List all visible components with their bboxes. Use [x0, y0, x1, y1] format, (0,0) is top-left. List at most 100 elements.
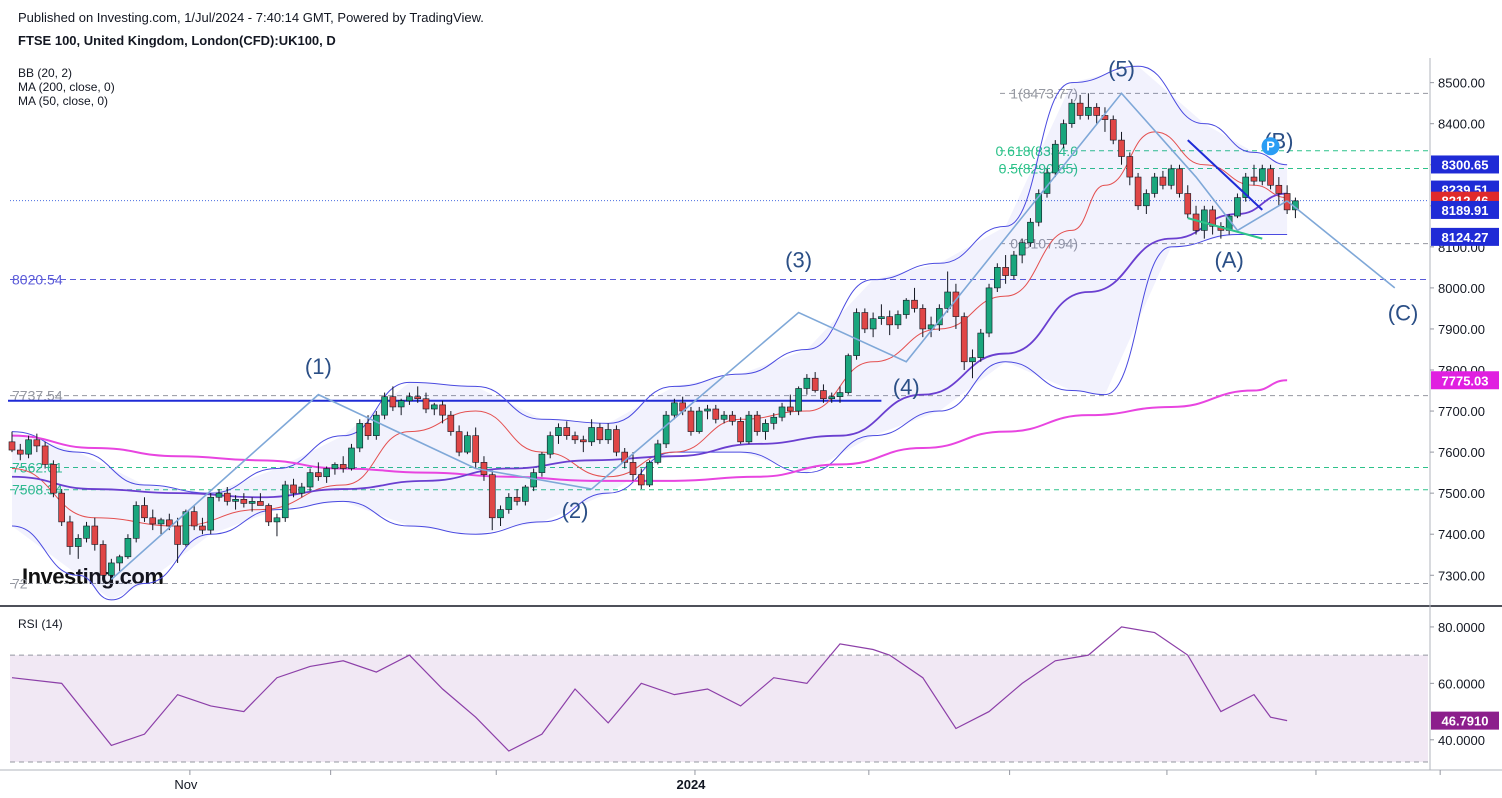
candle-body-73 — [613, 429, 620, 453]
candle-body-149 — [1242, 176, 1250, 198]
candle-body-32 — [273, 517, 281, 523]
candle-body-91 — [762, 423, 769, 432]
candle-body-143 — [1192, 213, 1200, 231]
candle-body-4 — [41, 445, 49, 465]
price-tick-label-7: 8000.00 — [1438, 281, 1485, 296]
candle-body-10 — [91, 525, 99, 545]
candle-body-31 — [265, 505, 272, 523]
candle-body-18 — [157, 519, 165, 525]
rsi-line — [11, 626, 1288, 752]
candle-body-114 — [952, 291, 960, 317]
candle-body-99 — [828, 396, 836, 400]
candle-body-113 — [944, 291, 951, 309]
candle-body-16 — [141, 505, 148, 519]
candle-body-102 — [853, 312, 860, 356]
candle-body-88 — [737, 421, 744, 443]
candle-body-53 — [447, 414, 455, 432]
candle-body-87 — [729, 414, 736, 422]
candle-body-44 — [373, 414, 380, 436]
candle-body-93 — [778, 406, 786, 418]
candle-body-136 — [1134, 176, 1142, 207]
wave-label-3: (4) — [893, 375, 920, 400]
candle-body-152 — [1267, 168, 1274, 186]
candle-body-1 — [16, 449, 24, 455]
symbol-line: FTSE 100, United Kingdom, London(CFD):UK… — [18, 33, 336, 48]
candle-body-128 — [1068, 102, 1076, 124]
p-marker — [1261, 137, 1280, 156]
wave-path — [110, 92, 1288, 580]
candle-body-121 — [1010, 254, 1018, 276]
candle-body-8 — [74, 538, 82, 547]
candle-body-133 — [1109, 119, 1117, 141]
candle-body-9 — [83, 525, 90, 539]
candle-body-148 — [1234, 197, 1241, 217]
ma200-line — [11, 379, 1288, 482]
price-tick-label-6: 7900.00 — [1438, 322, 1485, 337]
candle-body-68 — [571, 435, 579, 441]
price-tick-label-1: 7400.00 — [1438, 527, 1485, 542]
candle-body-26 — [223, 492, 231, 502]
candle-body-96 — [803, 377, 811, 389]
indicator-ma200: MA (200, close, 0) — [18, 80, 115, 94]
candle-body-49 — [414, 396, 422, 400]
candle-body-58 — [488, 474, 496, 519]
candle-body-28 — [240, 499, 248, 504]
candle-body-144 — [1201, 209, 1208, 231]
candle-body-126 — [1051, 143, 1059, 174]
price-badge-label-4: 8124.27 — [1442, 230, 1489, 245]
candle-body-127 — [1060, 123, 1067, 145]
rsi-label: RSI (14) — [18, 617, 63, 631]
candle-body-145 — [1209, 209, 1216, 227]
candle-body-15 — [132, 505, 140, 539]
candle-body-55 — [464, 435, 471, 453]
candle-body-69 — [580, 439, 587, 443]
wave-label-0: (1) — [305, 354, 332, 379]
candle-body-60 — [505, 496, 513, 510]
candle-body-2 — [25, 439, 32, 455]
candle-body-90 — [753, 414, 761, 432]
candle-body-101 — [844, 355, 852, 393]
wave-label-4: (5) — [1108, 56, 1135, 81]
candle-body-104 — [869, 318, 877, 330]
indicator-bb: BB (20, 2) — [18, 66, 73, 80]
rsi-badge-label: 46.7910 — [1442, 714, 1489, 729]
candle-body-48 — [406, 396, 413, 402]
candle-body-72 — [604, 429, 612, 441]
price-badge-label-5: 7775.03 — [1442, 373, 1489, 388]
price-tick-label-0: 7300.00 — [1438, 568, 1485, 583]
candle-body-33 — [281, 484, 289, 519]
candle-body-22 — [190, 511, 198, 527]
triangle-lower-line — [1187, 217, 1263, 240]
level-label-3: 72 — [12, 575, 28, 591]
candle-body-51 — [430, 404, 438, 410]
candle-body-116 — [969, 357, 976, 363]
candle-body-46 — [389, 396, 397, 408]
candle-body-71 — [596, 427, 604, 441]
candle-body-0 — [8, 441, 16, 451]
candle-body-103 — [861, 312, 869, 330]
candle-body-100 — [836, 392, 844, 397]
candle-body-75 — [629, 462, 637, 475]
candle-body-80 — [671, 402, 678, 416]
candle-body-54 — [455, 431, 463, 453]
candle-body-59 — [497, 509, 504, 519]
candle-body-123 — [1027, 221, 1034, 244]
candle-body-78 — [654, 443, 662, 463]
candle-body-131 — [1093, 106, 1100, 116]
candle-body-41 — [348, 447, 355, 469]
time-tick-label-1: 2024 — [676, 777, 706, 792]
candle-body-56 — [472, 435, 479, 463]
candle-body-23 — [199, 525, 206, 531]
price-badge-label-3: 8189.91 — [1442, 203, 1489, 218]
candle-body-135 — [1126, 156, 1134, 178]
bb-upper-line — [11, 65, 1288, 494]
candle-body-37 — [315, 472, 322, 478]
price-badge-5 — [1431, 371, 1499, 390]
candle-body-24 — [207, 496, 215, 531]
candle-body-92 — [770, 416, 778, 424]
candle-body-82 — [687, 410, 695, 432]
candle-body-110 — [919, 308, 927, 330]
candle-body-118 — [985, 287, 993, 334]
candle-body-35 — [298, 486, 306, 494]
